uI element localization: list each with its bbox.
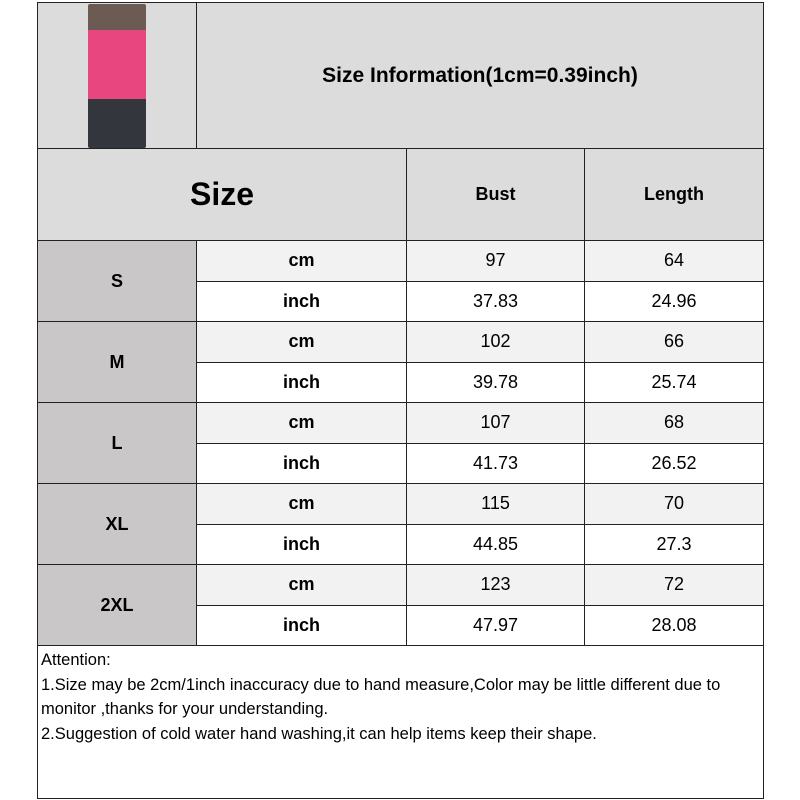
note-1: 1.Size may be 2cm/1inch inaccuracy due t… [41,675,721,719]
header-bust: Bust [407,149,585,240]
length-value: 64 [663,250,685,271]
row-cm: cm 123 72 [197,565,763,606]
unit-label: cm [197,322,407,362]
length-value: 68 [663,412,685,433]
header-size: Size [38,149,407,240]
row-cm: cm 115 70 [197,484,763,525]
length-value: 25.74 [651,372,697,392]
unit-label: inch [197,605,407,646]
row-inch: inch 37.83 24.96 [197,281,763,322]
size-chart: Size Information(1cm=0.39inch) Size Bust… [37,2,764,799]
note-heading: Attention: [41,651,111,669]
bust-value: 123 [407,565,585,605]
row-inch: inch 39.78 25.74 [197,362,763,403]
bust-value: 107 [407,403,585,443]
header-length: Length [644,184,704,204]
row-inch: inch 41.73 26.52 [197,443,763,484]
product-photo-cell [38,3,197,148]
unit-label: cm [197,565,407,605]
size-label: XL [38,484,197,564]
note-2: 2.Suggestion of cold water hand washing,… [41,724,597,743]
size-label: S [38,241,197,321]
chart-header: Size Information(1cm=0.39inch) [38,3,763,149]
row-inch: inch 47.97 28.08 [197,605,763,646]
length-value: 27.3 [656,534,692,554]
bust-value: 47.97 [407,605,585,646]
bust-value: 39.78 [407,362,585,403]
length-value: 28.08 [651,615,697,635]
size-group: 2XL cm 123 72 inch 47.97 28.08 [38,565,763,646]
unit-label: cm [197,403,407,443]
unit-label: cm [197,484,407,524]
row-cm: cm 107 68 [197,403,763,444]
row-cm: cm 102 66 [197,322,763,363]
bust-value: 41.73 [407,443,585,484]
unit-label: inch [197,281,407,322]
bust-value: 102 [407,322,585,362]
length-value: 70 [663,493,685,514]
bust-value: 37.83 [407,281,585,322]
size-label: L [38,403,197,483]
chart-title: Size Information(1cm=0.39inch) [197,3,763,148]
unit-label: inch [197,443,407,484]
length-value: 66 [663,331,685,352]
unit-label: cm [197,241,407,281]
bust-value: 115 [407,484,585,524]
bust-value: 44.85 [407,524,585,565]
length-value: 24.96 [651,291,697,311]
attention-notes: Attention: 1.Size may be 2cm/1inch inacc… [38,646,763,798]
column-headers: Size Bust Length [38,149,763,241]
unit-label: inch [197,524,407,565]
row-cm: cm 97 64 [197,241,763,282]
size-group: XL cm 115 70 inch 44.85 27.3 [38,484,763,565]
length-value: 26.52 [651,453,697,473]
row-inch: inch 44.85 27.3 [197,524,763,565]
size-label: 2XL [38,565,197,645]
product-photo [88,3,146,148]
size-label: M [38,322,197,402]
length-value: 72 [663,574,685,595]
unit-label: inch [197,362,407,403]
bust-value: 97 [407,241,585,281]
